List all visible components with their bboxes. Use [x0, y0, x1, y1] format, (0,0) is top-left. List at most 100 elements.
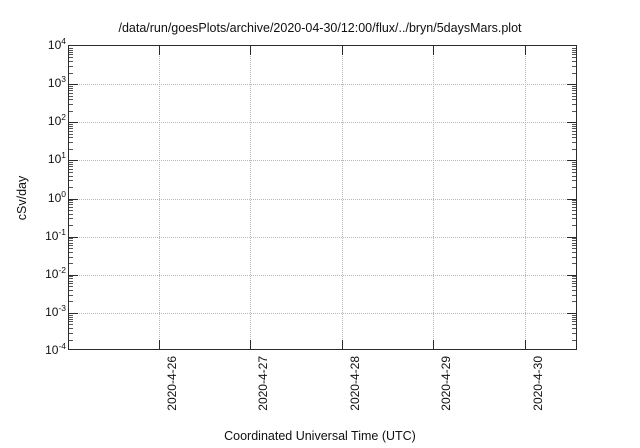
y-minor-tick-mark [69, 171, 73, 173]
y-minor-tick-mark [572, 137, 576, 139]
y-minor-tick-mark [69, 276, 73, 278]
x-tick-mark [525, 46, 526, 55]
y-minor-tick-mark [572, 316, 576, 318]
y-minor-tick-mark [572, 148, 576, 150]
y-minor-tick-mark [572, 65, 576, 67]
y-minor-tick-mark [572, 294, 576, 296]
vertical-gridline [433, 46, 434, 349]
vertical-gridline [342, 46, 343, 349]
y-minor-tick-mark [69, 314, 73, 316]
y-minor-tick-mark [69, 47, 73, 49]
y-minor-tick-mark [572, 99, 576, 101]
y-tick-mark [69, 236, 78, 238]
y-minor-tick-mark [572, 283, 576, 285]
y-minor-tick-mark [572, 90, 576, 92]
y-minor-tick-mark [572, 87, 576, 89]
y-tick-mark [567, 198, 576, 200]
y-minor-tick-mark [572, 225, 576, 227]
y-minor-tick-mark [572, 245, 576, 247]
y-minor-tick-mark [69, 240, 73, 242]
y-minor-tick-mark [69, 137, 73, 139]
y-minor-tick-mark [572, 133, 576, 135]
y-minor-tick-mark [572, 280, 576, 282]
y-tick-label: 103 [47, 74, 66, 91]
y-tick-mark [567, 160, 576, 162]
y-minor-tick-mark [572, 332, 576, 334]
y-tick-mark [567, 236, 576, 238]
y-minor-tick-mark [572, 242, 576, 244]
y-minor-tick-mark [572, 213, 576, 215]
y-tick-mark [69, 274, 78, 276]
y-minor-tick-mark [572, 263, 576, 265]
y-minor-tick-mark [69, 321, 73, 323]
x-tick-label-text: 2020-4-30 [531, 356, 545, 411]
y-minor-tick-mark [572, 104, 576, 106]
x-tick-mark [159, 340, 160, 349]
vertical-gridline [250, 46, 251, 349]
y-tick-mark [69, 84, 78, 86]
y-minor-tick-mark [69, 162, 73, 164]
y-minor-tick-mark [572, 54, 576, 56]
y-minor-tick-mark [572, 128, 576, 130]
y-tick-mark [567, 122, 576, 124]
y-minor-tick-mark [572, 286, 576, 288]
x-tick-mark [250, 46, 251, 55]
y-minor-tick-mark [69, 49, 73, 51]
y-minor-tick-mark [572, 324, 576, 326]
y-minor-tick-mark [69, 324, 73, 326]
y-minor-tick-mark [69, 61, 73, 63]
y-minor-tick-mark [69, 110, 73, 112]
x-tick-mark [433, 340, 434, 349]
y-minor-tick-mark [69, 148, 73, 150]
y-minor-tick-mark [572, 168, 576, 170]
y-minor-tick-mark [69, 301, 73, 303]
y-minor-tick-mark [69, 332, 73, 334]
y-minor-tick-mark [572, 248, 576, 250]
y-minor-tick-mark [572, 209, 576, 211]
x-tick-label-text: 2020-4-28 [348, 356, 362, 411]
y-minor-tick-mark [572, 85, 576, 87]
y-minor-tick-mark [69, 213, 73, 215]
y-minor-tick-mark [69, 294, 73, 296]
y-tick-label: 10-4 [45, 341, 66, 357]
y-minor-tick-mark [572, 142, 576, 144]
y-minor-tick-mark [572, 92, 576, 94]
horizontal-gridline [69, 84, 576, 86]
y-minor-tick-mark [572, 61, 576, 63]
y-minor-tick-mark [572, 289, 576, 291]
y-minor-tick-mark [572, 175, 576, 177]
y-minor-tick-mark [69, 225, 73, 227]
y-tick-label: 100 [47, 188, 66, 205]
x-tick-mark [433, 46, 434, 55]
y-minor-tick-mark [572, 251, 576, 253]
y-minor-tick-mark [69, 85, 73, 87]
y-minor-tick-mark [572, 240, 576, 242]
y-minor-tick-mark [572, 276, 576, 278]
horizontal-gridline [69, 312, 576, 314]
y-minor-tick-mark [69, 168, 73, 170]
y-minor-tick-mark [69, 142, 73, 144]
y-minor-tick-mark [69, 245, 73, 247]
y-minor-tick-mark [69, 289, 73, 291]
y-minor-tick-mark [69, 218, 73, 220]
y-minor-tick-mark [69, 280, 73, 282]
y-minor-tick-mark [572, 238, 576, 240]
y-minor-tick-mark [69, 92, 73, 94]
y-minor-tick-mark [572, 180, 576, 182]
y-minor-tick-mark [69, 166, 73, 168]
y-minor-tick-mark [69, 128, 73, 130]
y-minor-tick-mark [572, 256, 576, 258]
y-minor-tick-mark [69, 130, 73, 132]
y-minor-tick-mark [69, 57, 73, 59]
y-minor-tick-mark [572, 164, 576, 166]
y-minor-tick-mark [69, 133, 73, 135]
horizontal-gridline [69, 274, 576, 276]
x-tick-label-text: 2020-4-26 [165, 356, 179, 411]
y-minor-tick-mark [69, 251, 73, 253]
y-minor-tick-mark [69, 286, 73, 288]
x-tick-mark [525, 340, 526, 349]
y-minor-tick-mark [69, 104, 73, 106]
y-minor-tick-mark [69, 95, 73, 97]
y-minor-tick-mark [69, 54, 73, 56]
